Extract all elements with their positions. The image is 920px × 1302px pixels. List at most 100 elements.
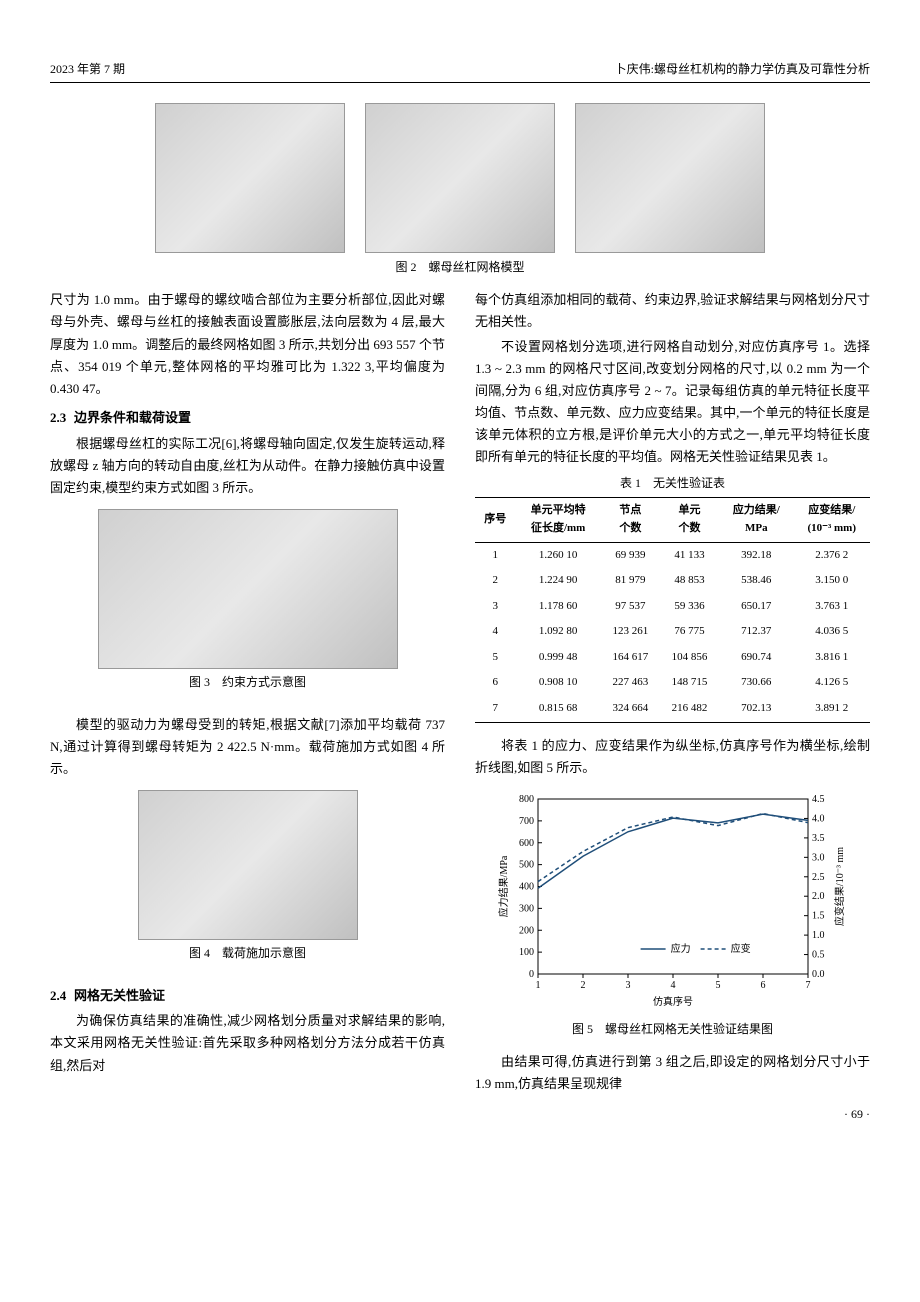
table1-cell: 41 133 <box>660 542 719 568</box>
table-row: 11.260 1069 93941 133392.182.376 2 <box>475 542 870 568</box>
svg-text:1.0: 1.0 <box>812 930 825 941</box>
svg-text:200: 200 <box>519 925 534 936</box>
svg-text:3.5: 3.5 <box>812 833 825 844</box>
table1-th: 应力结果/MPa <box>719 498 793 542</box>
svg-text:300: 300 <box>519 903 534 914</box>
table1-cell: 76 775 <box>660 619 719 645</box>
header-left: 2023 年第 7 期 <box>50 60 125 79</box>
fig2-caption: 图 2 螺母丝杠网格模型 <box>50 258 870 277</box>
svg-text:0: 0 <box>529 969 534 980</box>
table1-cell: 0.815 68 <box>516 696 601 722</box>
table1-cell: 0.999 48 <box>516 645 601 671</box>
svg-text:4.0: 4.0 <box>812 813 825 824</box>
table1-cell: 2 <box>475 568 516 594</box>
fig5-chart: 01002003004005006007008000.00.51.01.52.0… <box>493 789 853 1039</box>
fig2-img1 <box>155 103 345 253</box>
table1-cell: 7 <box>475 696 516 722</box>
fig5-caption: 图 5 螺母丝杠网格无关性验证结果图 <box>493 1020 853 1039</box>
svg-text:800: 800 <box>519 794 534 805</box>
page-number: · 69 · <box>475 1105 870 1124</box>
sec-2-4: 2.4 网格无关性验证 <box>50 986 445 1007</box>
p-r1: 每个仿真组添加相同的载荷、约束边界,验证求解结果与网格划分尺寸无相关性。 <box>475 289 870 333</box>
svg-text:1.5: 1.5 <box>812 911 825 922</box>
svg-text:0.0: 0.0 <box>812 969 825 980</box>
table1-cell: 1.224 90 <box>516 568 601 594</box>
svg-text:应变结果/10⁻³ mm: 应变结果/10⁻³ mm <box>833 847 846 926</box>
table1-cell: 3.816 1 <box>794 645 870 671</box>
svg-text:2.0: 2.0 <box>812 891 825 902</box>
svg-text:应力结果/MPa: 应力结果/MPa <box>497 855 510 917</box>
svg-text:仿真序号: 仿真序号 <box>653 995 693 1008</box>
svg-text:应力: 应力 <box>670 942 690 955</box>
svg-text:5: 5 <box>715 980 720 991</box>
svg-text:3.0: 3.0 <box>812 852 825 863</box>
page-header: 2023 年第 7 期 卜庆伟:螺母丝杠机构的静力学仿真及可靠性分析 <box>50 60 870 83</box>
sec-title: 网格无关性验证 <box>74 988 165 1003</box>
fig3: 图 3 约束方式示意图 <box>50 509 445 704</box>
p-l4: 为确保仿真结果的准确性,减少网格划分质量对求解结果的影响,本文采用网格无关性验证… <box>50 1010 445 1076</box>
table-row: 21.224 9081 97948 853538.463.150 0 <box>475 568 870 594</box>
table1-cell: 1.178 60 <box>516 594 601 620</box>
table1-th: 序号 <box>475 498 516 542</box>
svg-text:4: 4 <box>670 980 675 991</box>
svg-text:700: 700 <box>519 816 534 827</box>
right-column: 每个仿真组添加相同的载荷、约束边界,验证求解结果与网格划分尺寸无相关性。 不设置… <box>475 289 870 1124</box>
p-r3: 将表 1 的应力、应变结果作为纵坐标,仿真序号作为横坐标,绘制折线图,如图 5 … <box>475 735 870 779</box>
table1-cell: 3 <box>475 594 516 620</box>
table1-cell: 702.13 <box>719 696 793 722</box>
table1-cell: 6 <box>475 670 516 696</box>
table1-title: 表 1 无关性验证表 <box>475 474 870 493</box>
table1-cell: 4.126 5 <box>794 670 870 696</box>
table-row: 60.908 10227 463148 715730.664.126 5 <box>475 670 870 696</box>
table1-cell: 97 537 <box>601 594 660 620</box>
p-r2: 不设置网格划分选项,进行网格自动划分,对应仿真序号 1。选择 1.3 ~ 2.3… <box>475 336 870 469</box>
svg-text:7: 7 <box>805 980 810 991</box>
table1-cell: 538.46 <box>719 568 793 594</box>
table1-cell: 3.763 1 <box>794 594 870 620</box>
table1-th: 单元个数 <box>660 498 719 542</box>
fig4-caption: 图 4 载荷施加示意图 <box>189 944 306 963</box>
table-row: 50.999 48164 617104 856690.743.816 1 <box>475 645 870 671</box>
svg-text:应变: 应变 <box>730 942 750 955</box>
table1-cell: 1.092 80 <box>516 619 601 645</box>
p-l2: 根据螺母丝杠的实际工况[6],将螺母轴向固定,仅发生旋转运动,释放螺母 z 轴方… <box>50 433 445 499</box>
table1-cell: 104 856 <box>660 645 719 671</box>
fig4-img <box>138 790 358 940</box>
table1-cell: 1 <box>475 542 516 568</box>
table1: 序号单元平均特征长度/mm节点个数单元个数应力结果/MPa应变结果/(10⁻³ … <box>475 497 870 722</box>
table1-cell: 730.66 <box>719 670 793 696</box>
table1-cell: 690.74 <box>719 645 793 671</box>
svg-text:4.5: 4.5 <box>812 794 825 805</box>
table1-th: 节点个数 <box>601 498 660 542</box>
table1-cell: 1.260 10 <box>516 542 601 568</box>
table1-cell: 0.908 10 <box>516 670 601 696</box>
table1-cell: 2.376 2 <box>794 542 870 568</box>
table-row: 31.178 6097 53759 336650.173.763 1 <box>475 594 870 620</box>
table1-th: 单元平均特征长度/mm <box>516 498 601 542</box>
left-column: 尺寸为 1.0 mm。由于螺母的螺纹啮合部位为主要分析部位,因此对螺母与外壳、螺… <box>50 289 445 1124</box>
table1-cell: 3.891 2 <box>794 696 870 722</box>
svg-text:600: 600 <box>519 838 534 849</box>
sec-num: 2.4 <box>50 988 66 1003</box>
fig3-img <box>98 509 398 669</box>
svg-text:100: 100 <box>519 947 534 958</box>
table1-cell: 324 664 <box>601 696 660 722</box>
table1-th: 应变结果/(10⁻³ mm) <box>794 498 870 542</box>
fig3-caption: 图 3 约束方式示意图 <box>189 673 306 692</box>
table1-cell: 3.150 0 <box>794 568 870 594</box>
table1-cell: 4.036 5 <box>794 619 870 645</box>
p-l3: 模型的驱动力为螺母受到的转矩,根据文献[7]添加平均载荷 737 N,通过计算得… <box>50 714 445 780</box>
table1-cell: 123 261 <box>601 619 660 645</box>
table1-cell: 4 <box>475 619 516 645</box>
table1-cell: 69 939 <box>601 542 660 568</box>
svg-text:400: 400 <box>519 881 534 892</box>
table-row: 41.092 80123 26176 775712.374.036 5 <box>475 619 870 645</box>
header-right: 卜庆伟:螺母丝杠机构的静力学仿真及可靠性分析 <box>615 60 870 79</box>
fig2-img2 <box>365 103 555 253</box>
sec-num: 2.3 <box>50 410 66 425</box>
table1-cell: 59 336 <box>660 594 719 620</box>
table1-cell: 227 463 <box>601 670 660 696</box>
table1-cell: 48 853 <box>660 568 719 594</box>
sec-2-3: 2.3边界条件和载荷设置 <box>50 408 445 429</box>
svg-text:6: 6 <box>760 980 765 991</box>
